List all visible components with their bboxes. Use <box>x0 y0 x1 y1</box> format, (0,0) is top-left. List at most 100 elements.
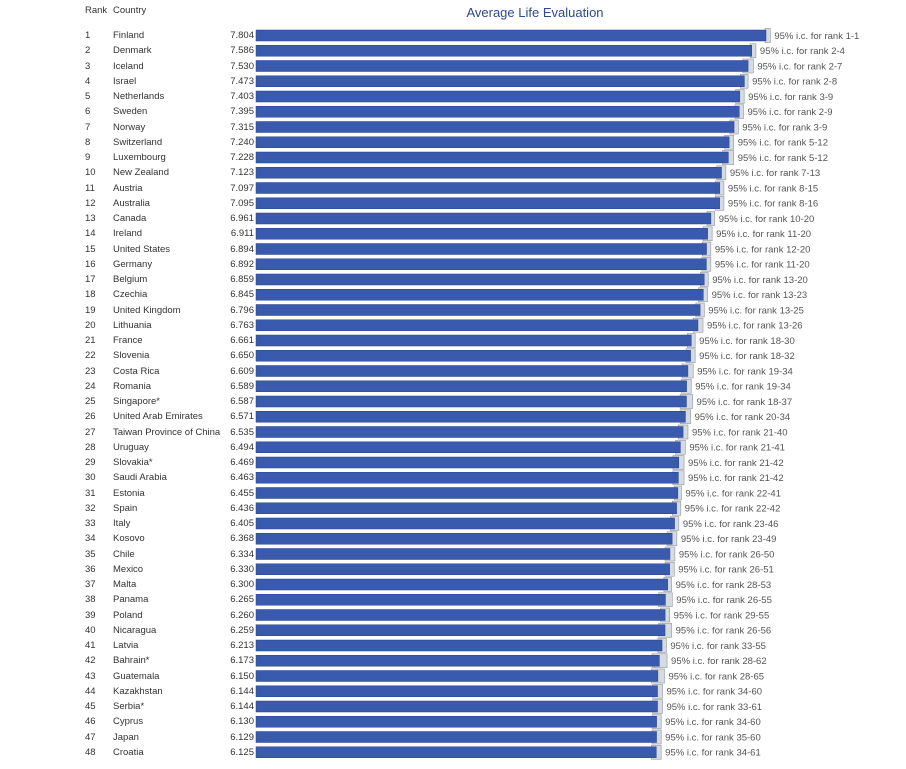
bar <box>255 90 741 103</box>
table-row: 28 Uruguay 6.494 <box>0 440 260 455</box>
ci-label: 95% i.c. for rank 2-7 <box>757 61 842 72</box>
table-row: 9 Luxembourg 7.228 <box>0 150 260 165</box>
country-cell: France <box>113 335 143 346</box>
table-row: 8 Switzerland 7.240 <box>0 135 260 150</box>
table-row: 46 Cyprus 6.130 <box>0 714 260 729</box>
ci-label: 95% i.c. for rank 13-20 <box>712 275 808 286</box>
bar <box>255 411 686 423</box>
country-cell: New Zealand <box>113 167 169 179</box>
country-cell: Costa Rica <box>113 365 160 377</box>
score-cell: 6.463 <box>230 472 254 484</box>
country-cell: Croatia <box>113 746 144 758</box>
bar <box>255 29 767 42</box>
table-row: 10 New Zealand 7.123 <box>0 165 260 180</box>
score-cell: 6.173 <box>230 655 254 667</box>
ci-label: 95% i.c. for rank 28-65 <box>668 671 764 682</box>
bar <box>255 106 740 118</box>
score-cell: 6.894 <box>230 243 254 255</box>
ci-label: 95% i.c. for rank 22-42 <box>685 504 781 515</box>
ranking-table: 1 Finland 7.804 2 Denmark 7.586 3 Iceland 7.530 4… <box>0 0 260 769</box>
ci-label: 95% i.c. for rank 34-60 <box>666 687 762 698</box>
rank-cell: 20 <box>85 319 96 331</box>
ci-label: 95% i.c. for rank 20-34 <box>695 412 791 423</box>
ci-label: 95% i.c. for rank 11-20 <box>716 229 811 240</box>
table-row: 5 Netherlands 7.403 <box>0 89 260 104</box>
bar <box>255 426 684 438</box>
country-cell: Netherlands <box>113 91 165 102</box>
rank-cell: 43 <box>85 670 96 682</box>
rank-cell: 24 <box>85 380 96 392</box>
score-cell: 6.796 <box>230 304 254 316</box>
ci-label: 95% i.c. for rank 2-9 <box>748 107 833 118</box>
rank-cell: 13 <box>85 213 96 224</box>
score-cell: 6.265 <box>230 594 254 606</box>
country-cell: Norway <box>113 121 146 133</box>
bar <box>255 578 668 591</box>
country-cell: Slovakia* <box>113 457 153 468</box>
ci-label: 95% i.c. for rank 18-32 <box>699 351 795 362</box>
bar <box>255 487 679 499</box>
ci-label: 95% i.c. for rank 34-60 <box>665 717 761 728</box>
table-row: 39 Poland 6.260 <box>0 608 260 623</box>
rank-cell: 5 <box>85 91 91 102</box>
ci-label: 95% i.c. for rank 2-8 <box>752 77 837 88</box>
rank-cell: 44 <box>85 685 96 697</box>
score-cell: 6.368 <box>230 533 254 545</box>
country-cell: Belgium <box>113 274 148 285</box>
rank-cell: 14 <box>85 228 96 240</box>
rank-cell: 19 <box>85 304 96 316</box>
bar <box>255 212 712 225</box>
country-cell: Poland <box>113 609 143 621</box>
country-cell: Uruguay <box>113 441 149 453</box>
score-cell: 6.144 <box>230 701 254 712</box>
bar <box>255 700 658 713</box>
table-row: 22 Slovenia 6.650 <box>0 348 260 363</box>
table-row: 16 Germany 6.892 <box>0 257 260 272</box>
country-cell: Lithuania <box>113 319 152 331</box>
rank-column-header: Rank <box>85 5 108 16</box>
table-row: 33 Italy 6.405 <box>0 516 260 531</box>
country-cell: Australia <box>113 197 150 209</box>
bar <box>255 60 749 72</box>
table-row: 43 Guatemala 6.150 <box>0 669 260 684</box>
rank-cell: 36 <box>85 563 96 575</box>
score-cell: 6.609 <box>230 365 254 377</box>
score-cell: 6.213 <box>230 640 254 651</box>
bar <box>255 182 721 194</box>
score-cell: 7.403 <box>230 91 254 102</box>
rank-cell: 11 <box>85 182 95 194</box>
table-row: 11 Austria 7.097 <box>0 181 260 196</box>
score-cell: 6.961 <box>230 213 254 224</box>
ci-label: 95% i.c. for rank 12-20 <box>715 244 811 255</box>
ci-label: 95% i.c. for rank 26-50 <box>679 549 775 560</box>
score-cell: 6.911 <box>230 228 254 240</box>
table-row: 24 Romania 6.589 <box>0 379 260 394</box>
ci-label: 95% i.c. for rank 8-16 <box>728 199 818 210</box>
table-row: 44 Kazakhstan 6.144 <box>0 684 260 699</box>
rank-cell: 2 <box>85 45 91 57</box>
score-cell: 7.586 <box>230 45 254 57</box>
country-cell: United Arab Emirates <box>113 411 203 423</box>
rank-cell: 45 <box>85 701 96 712</box>
rank-cell: 48 <box>85 746 96 758</box>
country-cell: Panama <box>113 594 149 606</box>
table-row: 30 Saudi Arabia 6.463 <box>0 470 260 485</box>
table-row: 40 Nicaragua 6.259 <box>0 623 260 638</box>
bar <box>255 548 671 560</box>
score-cell: 7.315 <box>230 121 254 133</box>
ci-label: 95% i.c. for rank 21-42 <box>688 473 784 484</box>
rank-cell: 15 <box>85 243 96 255</box>
ci-label: 95% i.c. for rank 2-4 <box>760 46 845 57</box>
score-cell: 6.330 <box>230 563 254 575</box>
bar <box>255 685 658 697</box>
ci-label: 95% i.c. for rank 22-41 <box>685 488 781 499</box>
country-cell: Denmark <box>113 45 152 57</box>
bar <box>255 45 753 57</box>
bar <box>255 319 699 331</box>
country-cell: Finland <box>113 30 145 41</box>
table-row: 45 Serbia* 6.144 <box>0 699 260 714</box>
country-cell: Taiwan Province of China <box>113 426 221 438</box>
country-cell: Canada <box>113 213 147 224</box>
score-cell: 7.097 <box>230 182 254 194</box>
bar <box>255 75 745 87</box>
